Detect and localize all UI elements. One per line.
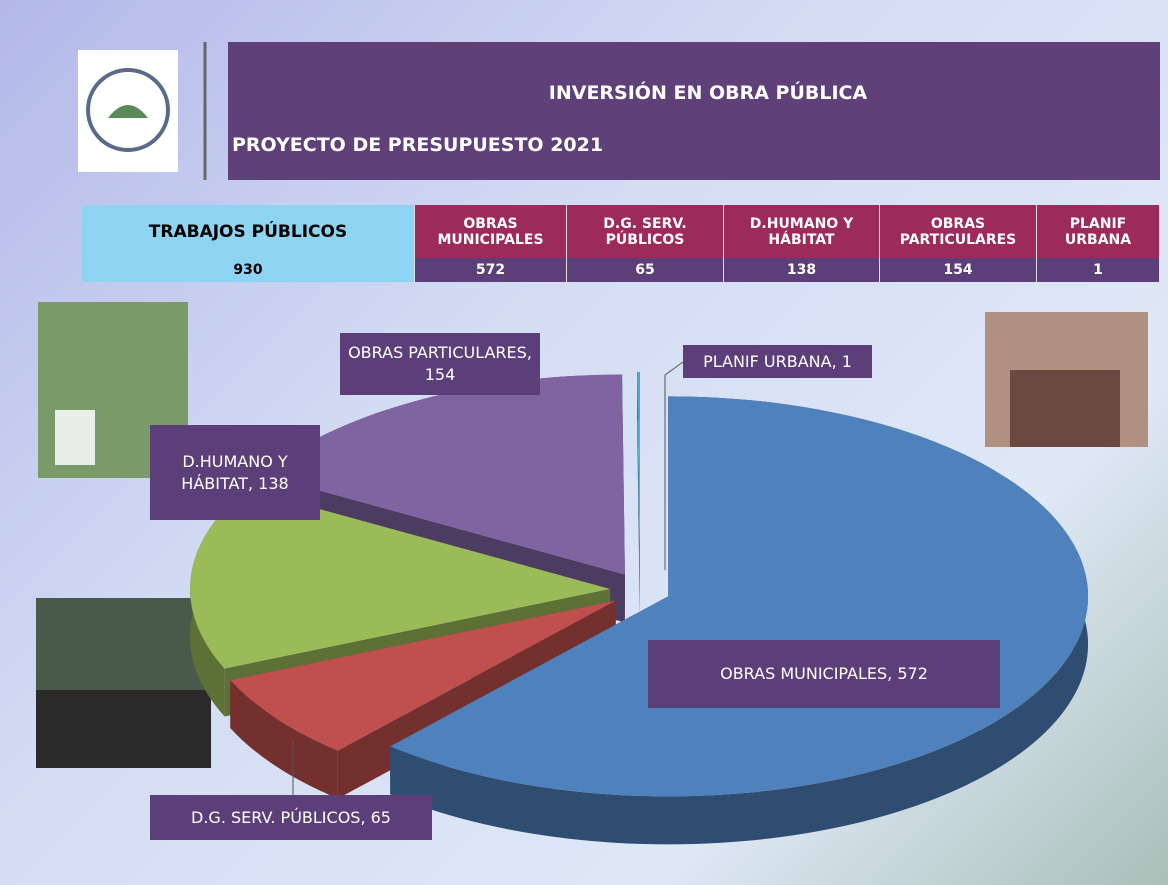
table-header: OBRAS MUNICIPALES: [415, 205, 567, 258]
data-label: D.HUMANO Y HÁBITAT, 138: [150, 425, 320, 520]
photo-detail: [55, 410, 95, 465]
slide: INVERSIÓN EN OBRA PÚBLICA PROYECTO DE PR…: [0, 0, 1168, 885]
table-value: 154: [880, 258, 1037, 282]
table-header: D.HUMANO Y HÁBITAT: [724, 205, 880, 258]
photo-detail: [1010, 370, 1120, 447]
header-bar: [228, 42, 1160, 180]
table-header: OBRAS PARTICULARES: [880, 205, 1037, 258]
table-value: 1: [1037, 258, 1160, 282]
table-value: 138: [724, 258, 880, 282]
table-header: D.G. SERV. PÚBLICOS: [567, 205, 724, 258]
data-label: PLANIF URBANA, 1: [683, 345, 872, 378]
pie: [190, 372, 1088, 844]
title: INVERSIÓN EN OBRA PÚBLICA: [228, 82, 1168, 104]
table-value: 65: [567, 258, 724, 282]
table-total-label: TRABAJOS PÚBLICOS: [82, 205, 415, 258]
table-value: 572: [415, 258, 567, 282]
table-header: PLANIF URBANA: [1037, 205, 1160, 258]
data-label: D.G. SERV. PÚBLICOS, 65: [150, 795, 432, 840]
photo-detail: [36, 690, 211, 768]
data-label: OBRAS PARTICULARES, 154: [340, 333, 540, 395]
table-total: 930: [82, 258, 415, 282]
data-label: OBRAS MUNICIPALES, 572: [648, 640, 1000, 708]
subtitle: PROYECTO DE PRESUPUESTO 2021: [232, 134, 603, 156]
